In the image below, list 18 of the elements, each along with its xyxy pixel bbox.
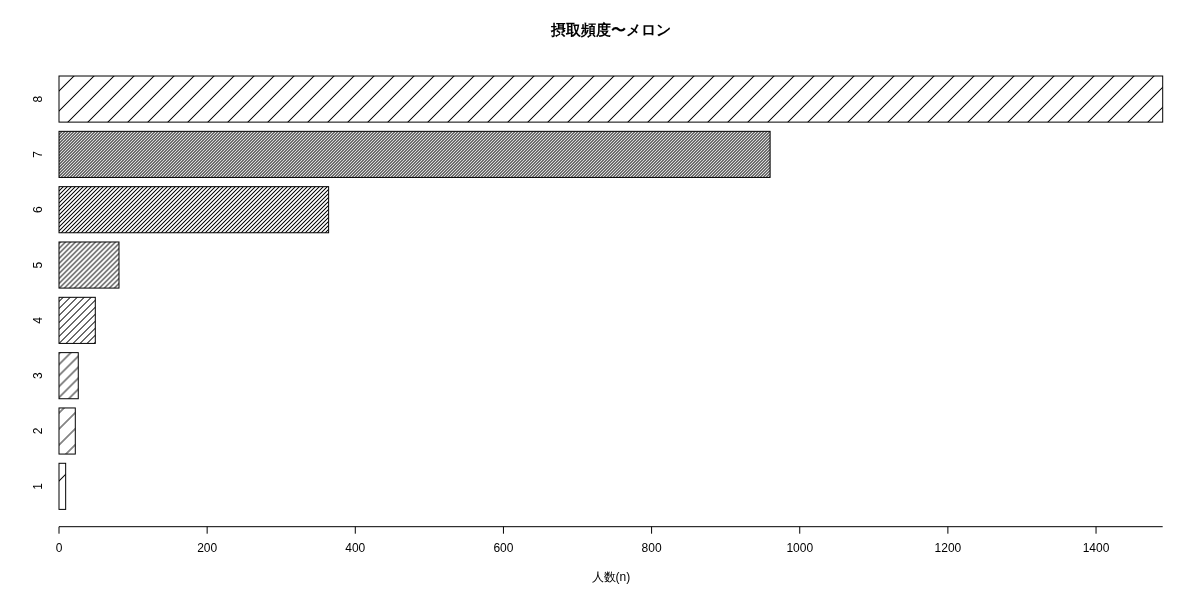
y-tick-label: 7 xyxy=(31,150,45,158)
y-tick-label: 6 xyxy=(31,206,45,214)
chart-title: 摂取頻度〜メロン xyxy=(549,21,671,38)
y-tick-label: 1 xyxy=(31,482,45,490)
x-tick-label: 0 xyxy=(55,541,63,555)
x-axis-title: 人数(n) xyxy=(591,570,631,584)
x-tick-label: 1000 xyxy=(786,541,814,555)
y-tick-label: 5 xyxy=(31,261,45,269)
x-tick-label: 600 xyxy=(493,541,514,555)
x-tick-label: 1200 xyxy=(934,541,962,555)
x-tick-label: 200 xyxy=(197,541,218,555)
y-tick-label: 2 xyxy=(31,427,45,435)
y-tick-label: 4 xyxy=(31,316,45,324)
y-tick-label: 3 xyxy=(31,372,45,380)
x-tick-label: 800 xyxy=(641,541,662,555)
x-tick-label: 1400 xyxy=(1082,541,1110,555)
x-tick-label: 400 xyxy=(345,541,366,555)
y-tick-label: 8 xyxy=(31,95,45,103)
